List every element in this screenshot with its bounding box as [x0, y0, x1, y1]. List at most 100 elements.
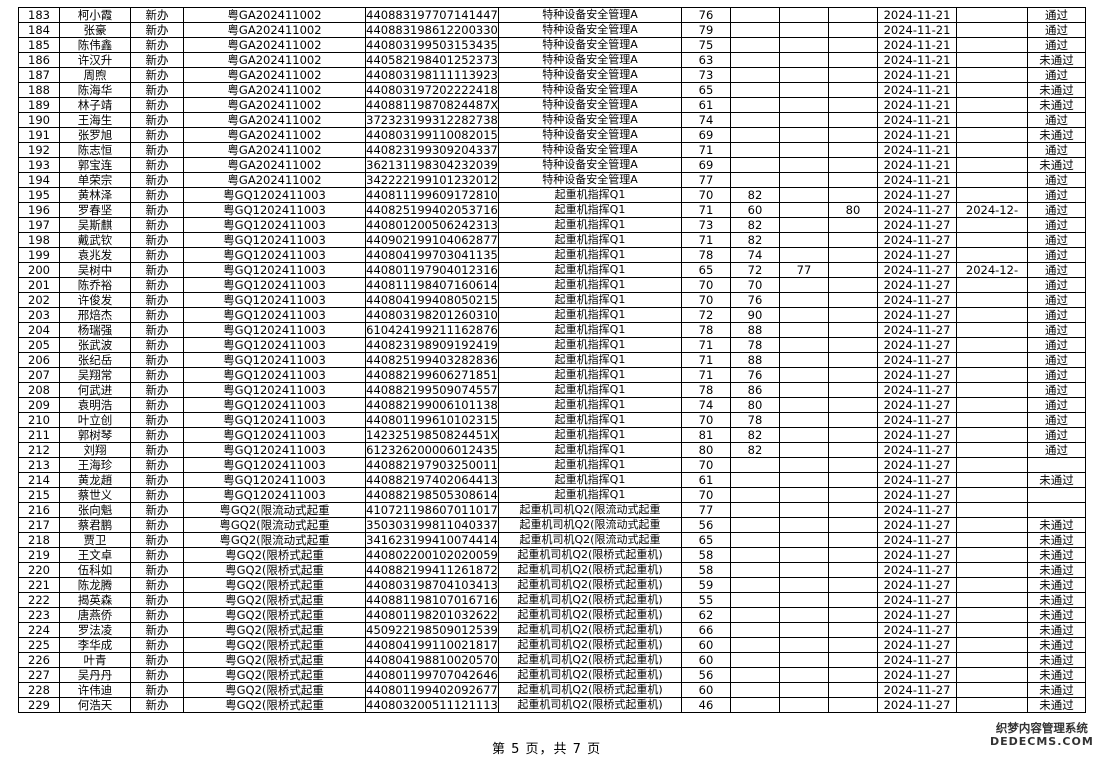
- retest-date-cell: [956, 427, 1028, 443]
- seq-cell: 217: [18, 517, 60, 533]
- score4-cell: [828, 457, 878, 473]
- result-cell: 通过: [1027, 67, 1086, 83]
- result-cell: 未通过: [1027, 592, 1086, 608]
- seq-cell: 220: [18, 562, 60, 578]
- score4-cell: [828, 442, 878, 458]
- score1-cell: 60: [681, 682, 731, 698]
- table-row: 226 叶青 新办 粤GQ2(限桥式起重 440804198810020570 起重机司机…: [18, 652, 1086, 668]
- category-cell: 起重机指挥Q1: [498, 367, 682, 383]
- score2-cell: [730, 82, 780, 98]
- exam-date-cell: 2024-11-27: [877, 397, 957, 413]
- type-cell: 新办: [130, 592, 184, 608]
- category-cell: 特种设备安全管理A: [498, 37, 682, 53]
- type-cell: 新办: [130, 7, 184, 23]
- score2-cell: 82: [730, 187, 780, 203]
- category-cell: 起重机指挥Q1: [498, 487, 682, 503]
- category-cell: 起重机指挥Q1: [498, 457, 682, 473]
- result-cell: 通过: [1027, 442, 1086, 458]
- seq-cell: 206: [18, 352, 60, 368]
- score3-cell: [779, 502, 829, 518]
- score2-cell: 60: [730, 202, 780, 218]
- id-number-cell: 440804199703041135: [365, 247, 499, 263]
- seq-cell: 193: [18, 157, 60, 173]
- seq-cell: 204: [18, 322, 60, 338]
- table-row: 189 林子靖 新办 粤GA202411002 44088119870824487X 特种…: [18, 97, 1086, 113]
- name-cell: 王海珍: [59, 457, 131, 473]
- table-row: 190 王海生 新办 粤GA202411002 372323199312282738 特种…: [18, 112, 1086, 128]
- result-cell: 未通过: [1027, 82, 1086, 98]
- score1-cell: 77: [681, 502, 731, 518]
- seq-cell: 229: [18, 697, 60, 713]
- id-number-cell: 440882197903250011: [365, 457, 499, 473]
- score1-cell: 65: [681, 532, 731, 548]
- name-cell: 郭宝连: [59, 157, 131, 173]
- exam-code-cell: 粤GQ2(限桥式起重: [183, 577, 366, 593]
- score4-cell: [828, 472, 878, 488]
- seq-cell: 214: [18, 472, 60, 488]
- result-cell: 未通过: [1027, 157, 1086, 173]
- result-cell: 通过: [1027, 337, 1086, 353]
- table-row: 184 张豪 新办 粤GA202411002 440883198612200330 特种设…: [18, 22, 1086, 38]
- result-cell: 通过: [1027, 292, 1086, 308]
- exam-code-cell: 粤GQ1202411003: [183, 367, 366, 383]
- score3-cell: [779, 292, 829, 308]
- score3-cell: [779, 307, 829, 323]
- category-cell: 特种设备安全管理A: [498, 157, 682, 173]
- type-cell: 新办: [130, 547, 184, 563]
- score1-cell: 66: [681, 622, 731, 638]
- score3-cell: [779, 97, 829, 113]
- type-cell: 新办: [130, 202, 184, 218]
- category-cell: 特种设备安全管理A: [498, 97, 682, 113]
- category-cell: 特种设备安全管理A: [498, 127, 682, 143]
- table-row: 229 何浩天 新办 粤GQ2(限桥式起重 440803200511121113 起重机司…: [18, 697, 1086, 713]
- score3-cell: [779, 232, 829, 248]
- name-cell: 杨瑞强: [59, 322, 131, 338]
- score2-cell: 88: [730, 322, 780, 338]
- score2-cell: [730, 112, 780, 128]
- type-cell: 新办: [130, 277, 184, 293]
- score1-cell: 59: [681, 577, 731, 593]
- score1-cell: 65: [681, 262, 731, 278]
- id-number-cell: 440823198909192419: [365, 337, 499, 353]
- score2-cell: 82: [730, 232, 780, 248]
- type-cell: 新办: [130, 52, 184, 68]
- id-number-cell: 440801200506242313: [365, 217, 499, 233]
- score2-cell: [730, 127, 780, 143]
- score2-cell: [730, 157, 780, 173]
- score2-cell: 82: [730, 442, 780, 458]
- table-row: 225 李华成 新办 粤GQ2(限桥式起重 440804199110021817 起重机司…: [18, 637, 1086, 653]
- name-cell: 袁明浩: [59, 397, 131, 413]
- category-cell: 起重机司机Q2(限桥式起重机): [498, 667, 682, 683]
- score1-cell: 71: [681, 232, 731, 248]
- result-cell: 未通过: [1027, 52, 1086, 68]
- exam-code-cell: 粤GQ2(限流动式起重: [183, 502, 366, 518]
- retest-date-cell: [956, 367, 1028, 383]
- score4-cell: [828, 397, 878, 413]
- score2-cell: 88: [730, 352, 780, 368]
- table-row: 188 陈海华 新办 粤GA202411002 440803197202222418 特种…: [18, 82, 1086, 98]
- name-cell: 黄龙趙: [59, 472, 131, 488]
- seq-cell: 226: [18, 652, 60, 668]
- name-cell: 许伟迪: [59, 682, 131, 698]
- exam-date-cell: 2024-11-21: [877, 112, 957, 128]
- seq-cell: 190: [18, 112, 60, 128]
- exam-date-cell: 2024-11-27: [877, 232, 957, 248]
- id-number-cell: 610424199211162876: [365, 322, 499, 338]
- score2-cell: 70: [730, 277, 780, 293]
- category-cell: 起重机指挥Q1: [498, 412, 682, 428]
- exam-date-cell: 2024-11-21: [877, 172, 957, 188]
- score1-cell: 58: [681, 547, 731, 563]
- score4-cell: [828, 667, 878, 683]
- seq-cell: 211: [18, 427, 60, 443]
- score1-cell: 78: [681, 322, 731, 338]
- retest-date-cell: 2024-12-: [956, 262, 1028, 278]
- result-cell: 未通过: [1027, 547, 1086, 563]
- type-cell: 新办: [130, 142, 184, 158]
- score2-cell: [730, 637, 780, 653]
- category-cell: 特种设备安全管理A: [498, 67, 682, 83]
- retest-date-cell: [956, 112, 1028, 128]
- name-cell: 贾卫: [59, 532, 131, 548]
- result-cell: 通过: [1027, 427, 1086, 443]
- name-cell: 单荣宗: [59, 172, 131, 188]
- results-table: 183 柯小霞 新办 粤GA202411002 440883197707141447 特种…: [18, 7, 1086, 713]
